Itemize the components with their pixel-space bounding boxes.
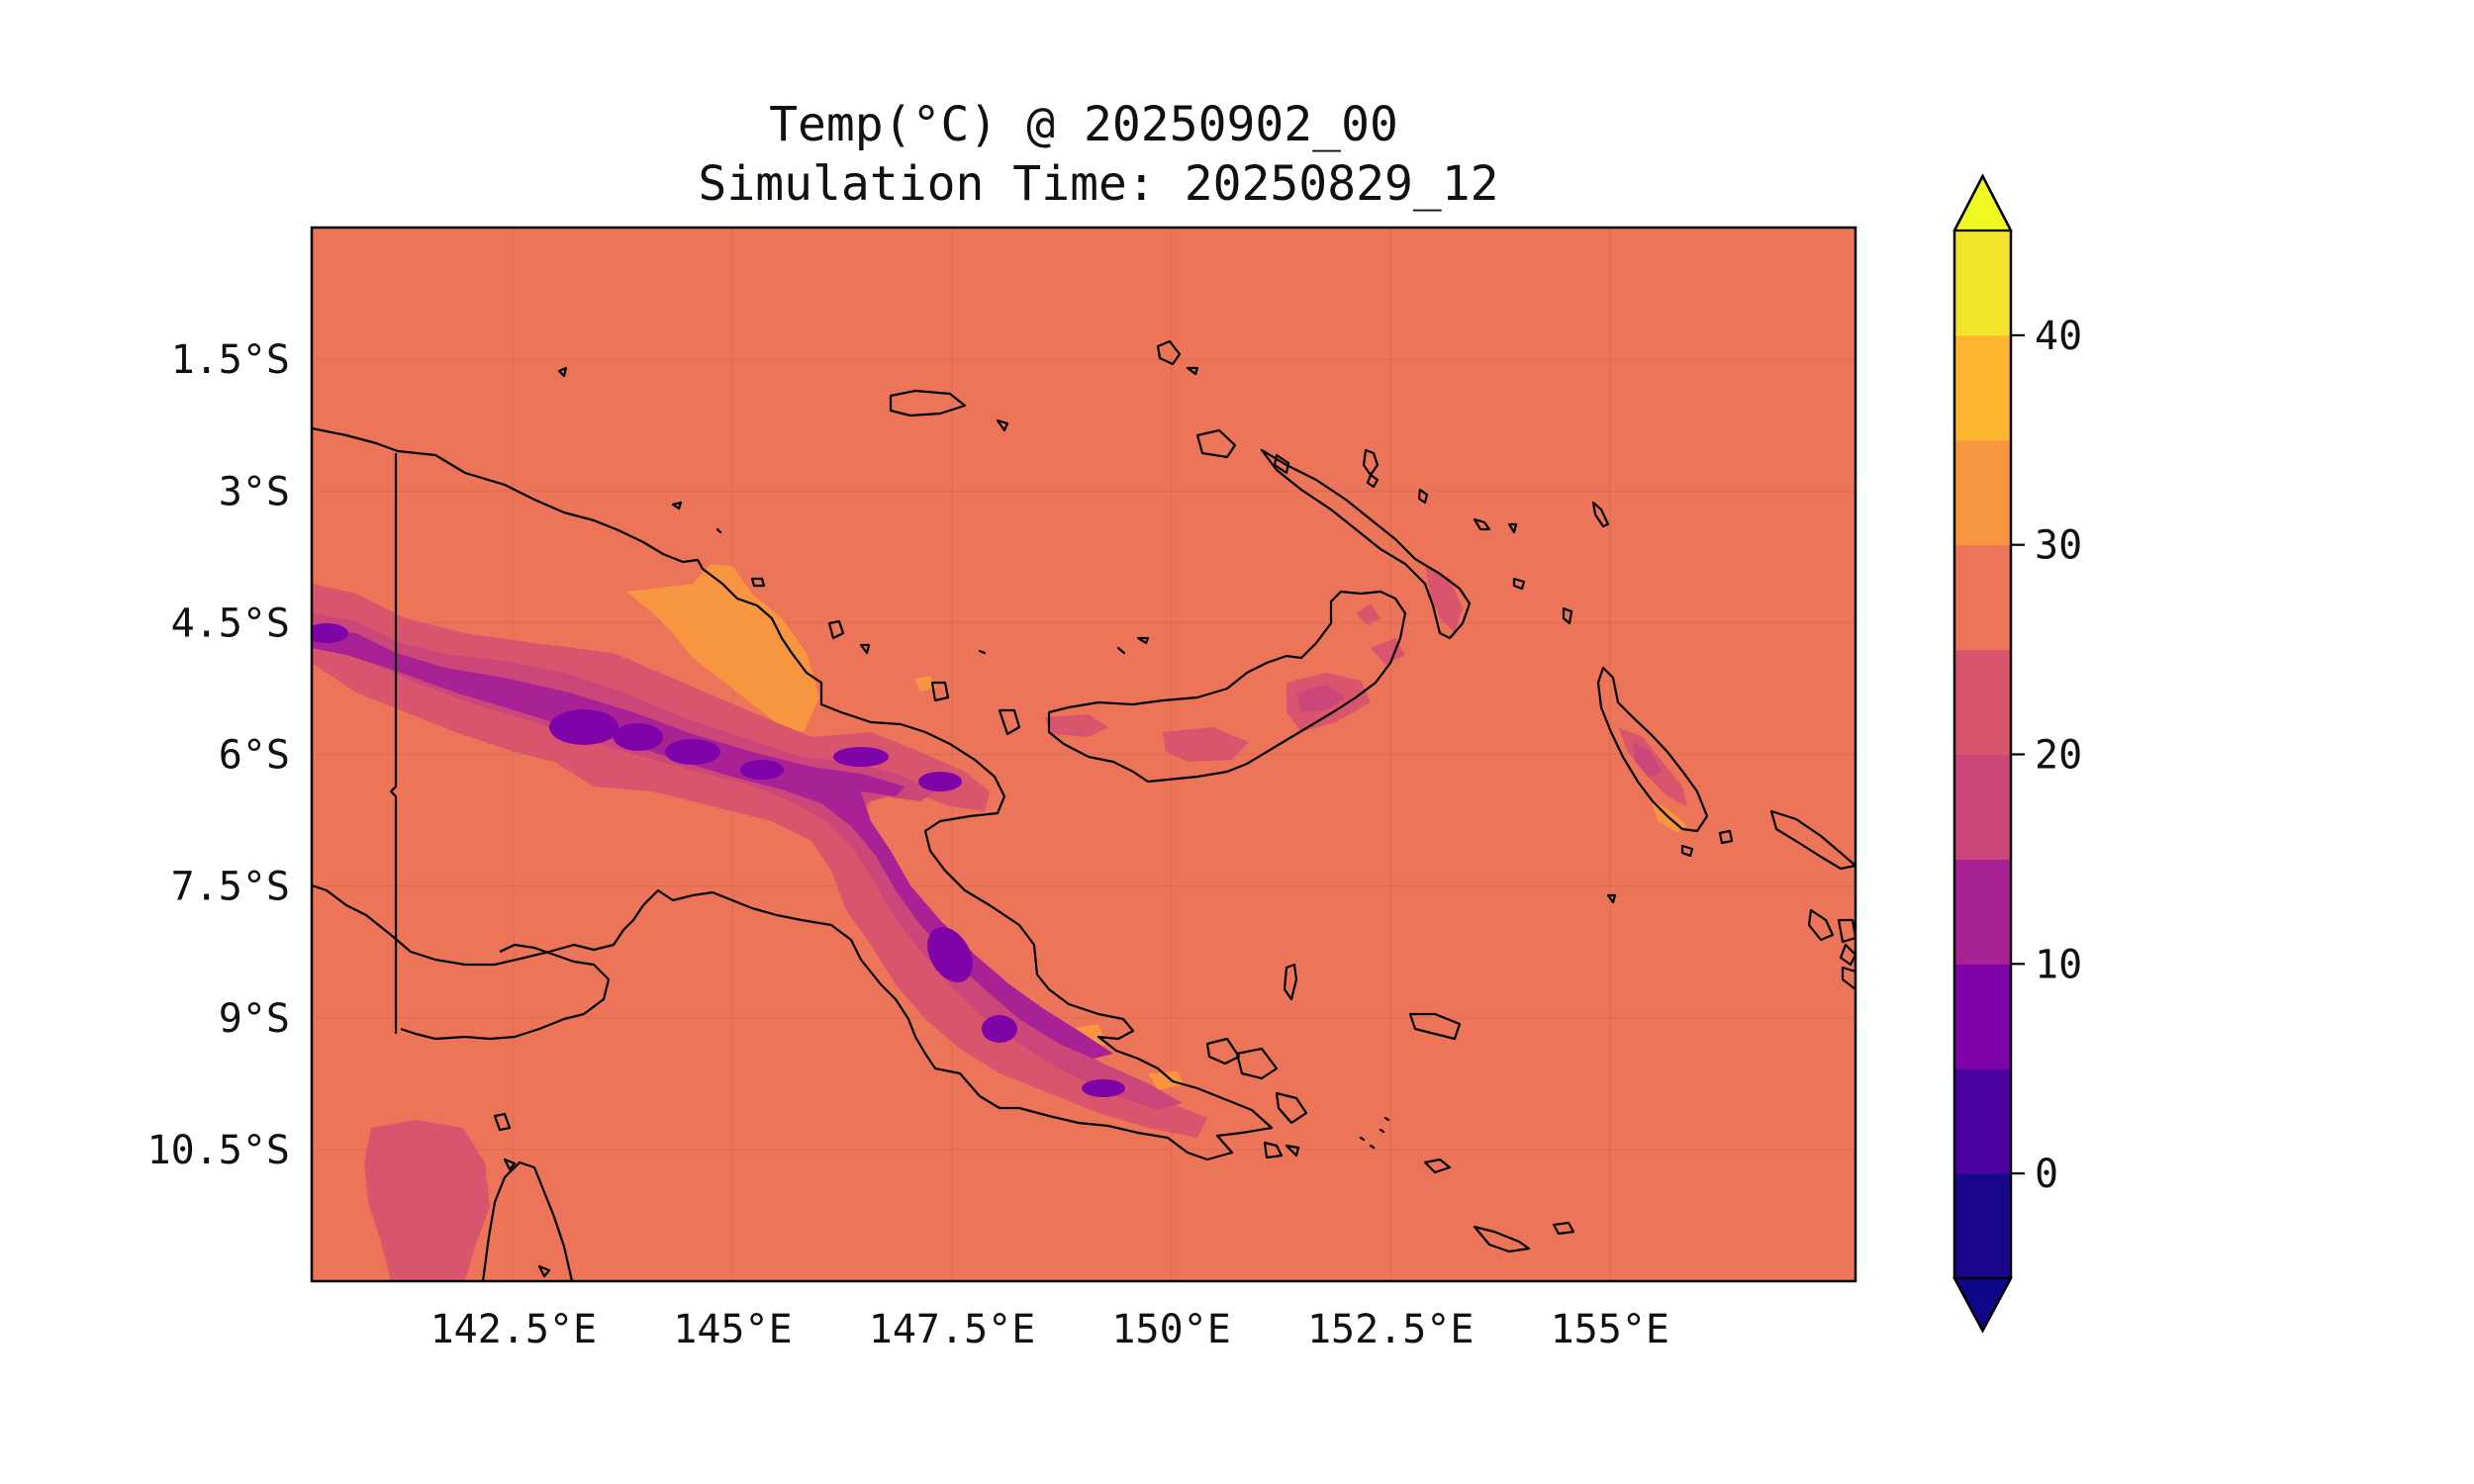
contour-warm-small	[914, 676, 936, 692]
map-frame	[310, 226, 1857, 1283]
colorbar-segment	[1954, 1068, 2011, 1174]
chart-subtitle: Simulation Time: 20250829_12	[698, 156, 1498, 212]
x-axis-tick-labels: 142.5°E 145°E 147.5°E 150°E 152.5°E 155°E	[430, 1307, 1669, 1352]
x-tick-label: 142.5°E	[430, 1307, 598, 1352]
x-tick-label: 152.5°E	[1307, 1307, 1475, 1352]
y-tick-label: 7.5°S	[171, 865, 290, 910]
coast-goodenough	[1205, 1037, 1308, 1125]
coast-long-island	[930, 681, 1021, 736]
coast-new-ireland	[1260, 448, 1472, 640]
coast-new-guinea	[312, 426, 1274, 1161]
colorbar-outline	[1952, 173, 2013, 1334]
y-tick-label: 6°S	[219, 733, 290, 779]
y-tick-label: 10.5°S	[147, 1128, 291, 1173]
coastlines	[312, 339, 1856, 1281]
y-tick-label: 4.5°S	[171, 601, 290, 646]
colorbar-tick-label: 40	[2035, 314, 2082, 359]
colorbar-segment	[1954, 1173, 2011, 1279]
contour-band-20-25-torres	[364, 1120, 490, 1281]
colorbar-segment	[1954, 754, 2011, 860]
contour-band-10-15-highlands	[312, 628, 1113, 1059]
colorbar-tick-label: 20	[2035, 733, 2082, 779]
coast-rossel	[1423, 1158, 1575, 1253]
coast-cape-york	[481, 1160, 574, 1281]
colorbar-segment	[1954, 544, 2011, 651]
coast-bougainville	[1596, 666, 1709, 833]
border-png-papua	[389, 453, 398, 1034]
coast-new-britain	[1047, 590, 1407, 784]
coast-mussau	[1156, 339, 1182, 366]
y-tick-label: 3°S	[219, 469, 290, 514]
colorbar: 0 10 20 30 40	[1952, 173, 2082, 1334]
x-tick-label: 147.5°E	[869, 1307, 1036, 1352]
map-plot-area	[310, 226, 1857, 1283]
colorbar-tick-label: 30	[2035, 523, 2082, 569]
x-tick-label: 145°E	[673, 1307, 792, 1352]
contour-warm-east-png-2	[1148, 1071, 1184, 1090]
contour-band-15-20-newbritain	[1296, 685, 1346, 712]
colorbar-segment	[1954, 649, 2011, 756]
chart-title: Temp(°C) @ 20250902_00	[769, 97, 1398, 152]
colorbar-segment	[1954, 231, 2011, 336]
contour-band-15-20-highlands	[312, 613, 1183, 1110]
contour-band-20-25-newireland	[1425, 564, 1463, 633]
colorbar-over-extension	[1952, 173, 2013, 232]
colorbar-tick-label: 0	[2035, 1152, 2058, 1197]
colorbar-segment	[1954, 334, 2011, 441]
coast-manus	[889, 389, 967, 417]
coast-fly-river-inlet	[400, 943, 611, 1041]
colorbar-under-extension	[1952, 1276, 2013, 1334]
coast-small-islands	[493, 366, 1734, 1278]
coast-new-hanover	[1195, 428, 1237, 459]
colorbar-segment	[1954, 859, 2011, 965]
contour-warm-north	[626, 564, 819, 732]
y-axis-tick-labels: 1.5°S 3°S 4.5°S 6°S 7.5°S 9°S 10.5°S	[147, 337, 291, 1173]
coast-woodlark	[1408, 1012, 1462, 1041]
y-tick-label: 1.5°S	[171, 337, 290, 383]
colorbar-segment	[1954, 439, 2011, 546]
coast-karkar	[827, 619, 845, 640]
temperature-contours	[312, 564, 1687, 1281]
contour-band-5-10-cores	[312, 623, 1125, 1097]
colorbar-tick-label: 10	[2035, 942, 2082, 987]
coast-solomons-b	[1807, 908, 1856, 991]
coast-solomons-a	[1769, 809, 1856, 871]
coast-trobriand	[1283, 963, 1298, 1001]
x-tick-label: 155°E	[1551, 1307, 1669, 1352]
contour-band-15-20-bougainville	[1633, 742, 1663, 777]
x-tick-label: 150°E	[1111, 1307, 1230, 1352]
y-tick-label: 9°S	[219, 996, 290, 1042]
colorbar-segment	[1954, 964, 2011, 1069]
